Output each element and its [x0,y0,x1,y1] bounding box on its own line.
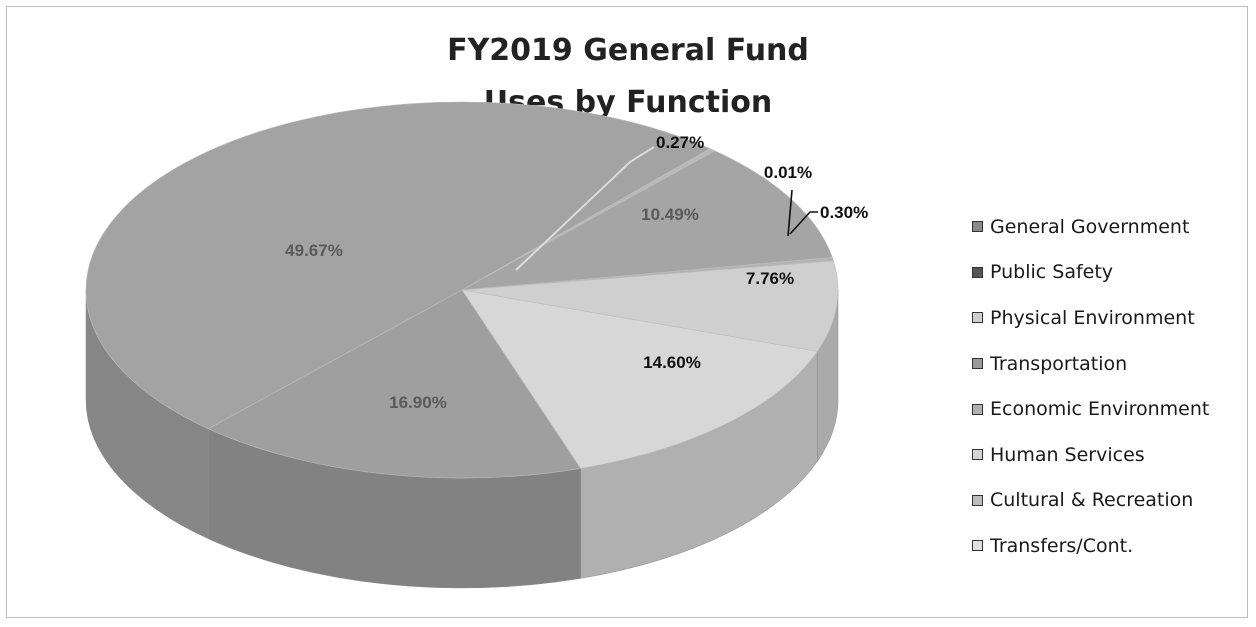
legend-label-cultural-recreation: Cultural & Recreation [990,489,1194,512]
data-label-public-safety: 49.67% [285,241,343,260]
legend-swatch-physical-environment [972,312,983,324]
pie-slice-human-services [461,260,839,352]
legend-swatch-human-services [972,449,983,461]
legend-label-transfers-cont: Transfers/Cont. [990,534,1134,557]
data-label-physical-environment: 0.27% [656,133,704,152]
legend-item-economic-environment: Economic Environment [972,386,1242,432]
legend-item-cultural-recreation: Cultural & Recreation [972,478,1242,524]
legend: General Government Public Safety Physical … [972,204,1242,569]
legend-swatch-economic-environment [972,403,983,415]
pie-slice-transportation [207,289,582,479]
legend-label-transportation: Transportation [990,352,1128,375]
legend-label-human-services: Human Services [990,443,1145,466]
pie-top-face [85,101,839,479]
leader-line-cultural-recreation [789,211,818,235]
legend-swatch-general-government [972,221,983,233]
chart-title-line-1: FY2019 General Fund [447,33,809,68]
legend-label-general-government: General Government [990,215,1190,238]
legend-item-transportation: Transportation [972,341,1242,387]
data-label-economic-environment: 14.60% [643,353,701,372]
pie-side-wall [85,289,839,589]
legend-item-public-safety: Public Safety [972,250,1242,296]
data-label-cultural-recreation: 0.30% [820,203,868,222]
data-label-transportation: 16.90% [389,393,447,412]
legend-label-economic-environment: Economic Environment [990,398,1210,421]
data-label-transfers-cont: 0.01% [764,163,812,182]
legend-swatch-transfers-cont [972,540,983,552]
pie-slice-economic-environment [461,289,818,469]
legend-swatch-cultural-recreation [972,494,983,506]
pie-data-labels: 0.01% 0.30% 7.76% 14.60% 16.90% 49.67% 0.27% 10… [285,133,868,412]
legend-item-general-government: General Government [972,204,1242,250]
pie-slice-public-safety [85,101,711,430]
legend-item-human-services: Human Services [972,432,1242,478]
leader-line-transfers-cont [787,189,793,237]
pie-leader-lines [515,146,818,271]
data-label-general-government: 10.49% [641,205,699,224]
data-label-human-services: 7.76% [746,269,794,288]
leader-line-physical-environment [515,146,655,271]
legend-item-transfers-cont: Transfers/Cont. [972,523,1242,569]
legend-label-physical-environment: Physical Environment [990,306,1195,329]
legend-label-public-safety: Public Safety [990,261,1114,284]
legend-swatch-transportation [972,358,983,370]
legend-item-physical-environment: Physical Environment [972,295,1242,341]
legend-swatch-public-safety [972,266,983,278]
